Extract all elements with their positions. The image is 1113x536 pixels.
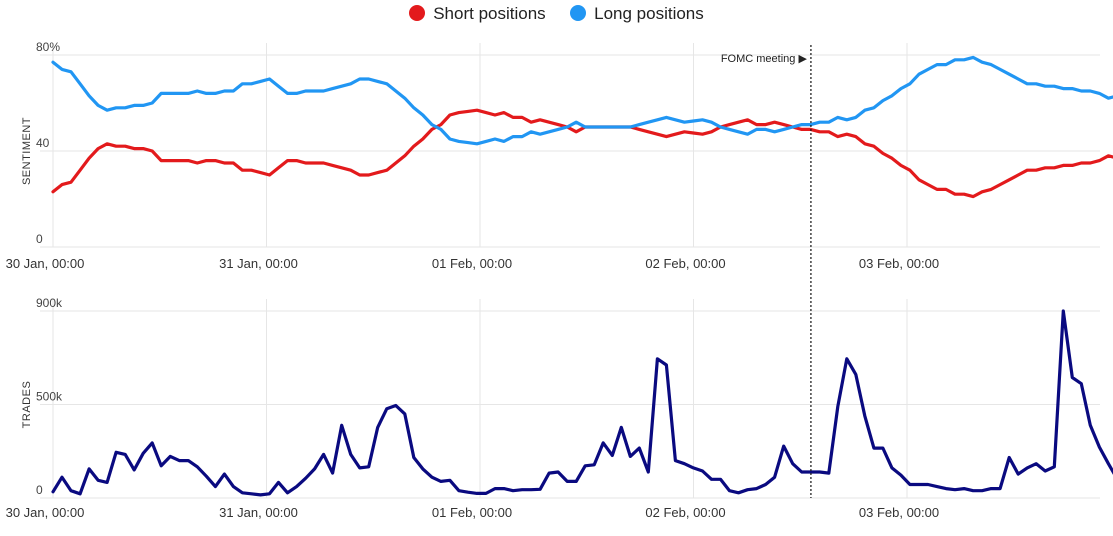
series-line-long-positions [51, 55, 1113, 146]
x-tick-label: 31 Jan, 00:00 [219, 505, 298, 520]
x-tick-label: 02 Feb, 00:00 [645, 256, 725, 271]
x-tick-label: 31 Jan, 00:00 [219, 256, 298, 271]
x-tick-label: 30 Jan, 00:00 [6, 505, 85, 520]
y-tick-label: 80% [36, 40, 60, 54]
legend-label-long: Long positions [594, 4, 704, 23]
red-dot-icon [409, 5, 426, 21]
series-line-short-positions [51, 108, 1113, 199]
x-tick-label: 03 Feb, 00:00 [859, 505, 939, 520]
y-tick-label: 500k [36, 390, 63, 404]
legend-label-short: Short positions [433, 4, 546, 23]
legend: Short positions Long positions [0, 4, 1113, 28]
legend-item-short[interactable]: Short positions [409, 4, 546, 24]
x-tick-label: 01 Feb, 00:00 [432, 505, 512, 520]
y-axis-label: SENTIMENT [21, 117, 33, 185]
x-tick-label: 01 Feb, 00:00 [432, 256, 512, 271]
legend-item-long[interactable]: Long positions [570, 4, 704, 24]
x-tick-label: 02 Feb, 00:00 [645, 505, 725, 520]
y-tick-label: 900k [36, 296, 63, 310]
blue-dot-icon [570, 5, 587, 21]
series-line-trades [51, 309, 1113, 497]
y-tick-label: 40 [36, 136, 50, 150]
y-tick-label: 0 [36, 232, 43, 246]
fomc-annotation-label: FOMC meeting ▶ [721, 53, 808, 65]
sentiment-chart: 80% 40 0 SENTIMENT 30 Jan, 00:00 31 Jan, 00:0… [6, 40, 1113, 271]
x-tick-label: 03 Feb, 00:00 [859, 256, 939, 271]
x-tick-label: 30 Jan, 00:00 [6, 256, 85, 271]
trades-chart: 900k 500k 0 TRADES 30 Jan, 00:00 31 Jan, 00:0… [6, 296, 1113, 520]
y-axis-label: TRADES [21, 381, 33, 429]
y-tick-label: 0 [36, 483, 43, 497]
